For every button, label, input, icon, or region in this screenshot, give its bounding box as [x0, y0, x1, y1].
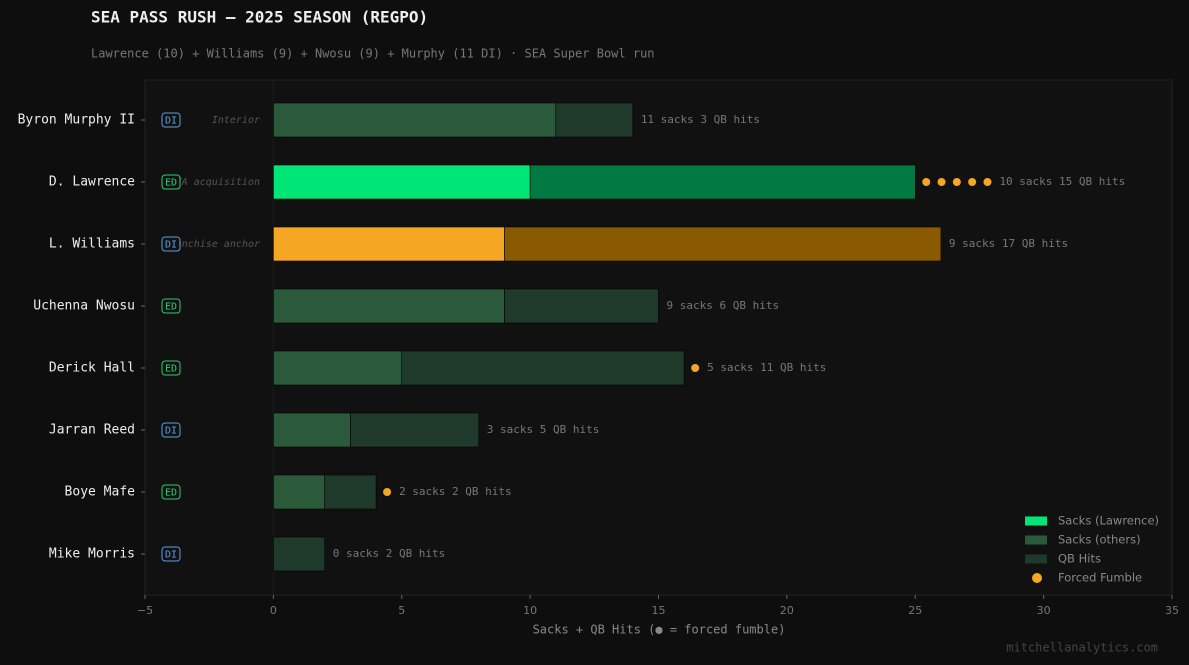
position-label: DI	[165, 550, 177, 561]
forced-fumble	[968, 178, 977, 186]
value-label: 5 sacks 11 QB hits	[707, 361, 826, 374]
y-tick-label: Uchenna Nwosu	[33, 299, 135, 314]
sack-bar	[273, 474, 326, 510]
y-tick-label: Mike Morris	[49, 547, 135, 562]
position-badge	[161, 298, 181, 314]
position-label: DI	[165, 426, 177, 437]
forced-fumble	[383, 488, 392, 496]
x-tick-label: 15	[652, 604, 666, 617]
position-label: ED	[165, 302, 177, 313]
watermark: mitchellanalytics.com	[1006, 641, 1158, 655]
plot-area	[144, 79, 1173, 596]
annotation: Franchise anchor	[164, 239, 260, 250]
legend-marker	[1025, 516, 1047, 526]
x-tick-label: 10	[523, 604, 537, 617]
x-tick-label: −5	[137, 604, 153, 617]
y-tick-label: Byron Murphy II	[18, 113, 135, 128]
value-label: 10 sacks 15 QB hits	[999, 175, 1125, 188]
x-tick-label: 35	[1165, 604, 1179, 617]
x-tick-label: 25	[908, 604, 922, 617]
position-badge	[161, 484, 181, 500]
qb-hit-bar	[273, 536, 326, 572]
x-tick-label: 5	[398, 604, 405, 617]
forced-fumble	[983, 178, 992, 186]
position-label: DI	[165, 116, 177, 127]
value-label: 9 sacks 17 QB hits	[949, 237, 1068, 250]
qb-hit-bar	[555, 102, 634, 138]
position-badge	[161, 422, 181, 438]
x-tick-label: 0	[270, 604, 277, 617]
position-badge	[161, 236, 181, 252]
annotation: Interior	[212, 115, 260, 126]
legend-marker	[1025, 535, 1047, 545]
value-label: 2 sacks 2 QB hits	[399, 485, 512, 498]
forced-fumble	[691, 364, 700, 372]
legend-label: Sacks (others)	[1058, 533, 1141, 547]
y-tick-label: L. Williams	[49, 237, 135, 252]
position-label: ED	[165, 488, 177, 499]
sack-bar	[273, 288, 505, 324]
y-tick-label: D. Lawrence	[49, 175, 135, 190]
y-tick-label: Boye Mafe	[65, 485, 136, 500]
legend-label: Sacks (Lawrence)	[1058, 514, 1159, 528]
chart-title: SEA PASS RUSH — 2025 SEASON (REGPO)	[91, 8, 428, 27]
position-label: ED	[165, 364, 177, 375]
forced-fumble	[937, 178, 946, 186]
position-badge	[161, 360, 181, 376]
value-label: 11 sacks 3 QB hits	[641, 113, 760, 126]
value-label: 9 sacks 6 QB hits	[667, 299, 780, 312]
value-label: 3 sacks 5 QB hits	[487, 423, 600, 436]
x-tick-label: 30	[1037, 604, 1051, 617]
y-tick-label: Jarran Reed	[49, 423, 135, 438]
position-badge	[161, 112, 181, 128]
sack-bar	[273, 350, 403, 386]
sack-bar	[273, 102, 557, 138]
legend-label: Forced Fumble	[1058, 571, 1142, 585]
legend-marker	[1032, 573, 1042, 583]
forced-fumble	[952, 178, 961, 186]
qb-hit-bar	[401, 350, 685, 386]
qb-hit-bar	[324, 474, 377, 510]
chart-subtitle: Lawrence (10) + Williams (9) + Nwosu (9)…	[91, 47, 655, 61]
position-label: ED	[165, 178, 177, 189]
qb-hit-bar	[504, 226, 942, 262]
sack-bar	[273, 164, 531, 200]
x-tick-label: 20	[780, 604, 794, 617]
forced-fumble	[922, 178, 931, 186]
legend-label: QB Hits	[1058, 552, 1101, 566]
y-tick-label: Derick Hall	[49, 361, 135, 376]
position-badge	[161, 174, 181, 190]
x-axis-label: Sacks + QB Hits (● = forced fumble)	[533, 623, 786, 637]
qb-hit-bar	[350, 412, 480, 448]
position-label: DI	[165, 240, 177, 251]
sack-bar	[273, 412, 351, 448]
sack-bar	[273, 226, 505, 262]
position-badge	[161, 546, 181, 562]
annotation: FA acquisition	[176, 177, 260, 188]
legend-marker	[1025, 554, 1047, 564]
qb-hit-bar	[504, 288, 659, 324]
value-label: 0 sacks 2 QB hits	[333, 547, 446, 560]
qb-hit-bar	[529, 164, 916, 200]
